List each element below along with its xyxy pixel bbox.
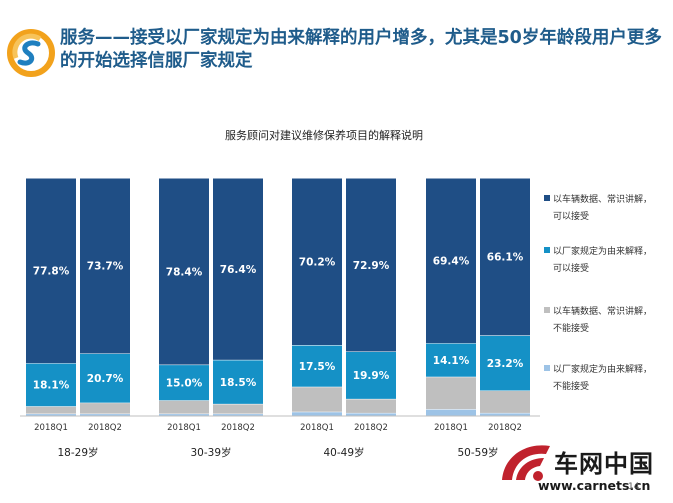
bar-segment <box>80 353 130 403</box>
legend-label-line2: 不能接受 <box>553 322 589 334</box>
x-tick-label: 2018Q2 <box>354 423 388 433</box>
bar-segment <box>213 178 263 360</box>
bar-segment <box>480 335 530 391</box>
bar-segment <box>480 390 530 413</box>
company-logo <box>7 29 55 77</box>
bar-segment <box>426 376 476 410</box>
bar-segment <box>426 178 476 344</box>
legend-label-line2: 可以接受 <box>553 262 589 274</box>
bar-segment <box>213 359 263 404</box>
bar-segment <box>292 178 342 346</box>
legend-label: 以车辆数据、常识讲解， <box>553 193 652 205</box>
bar-segment <box>159 400 209 414</box>
legend-swatch <box>544 247 550 253</box>
bar-segment <box>213 403 263 414</box>
bar-segment <box>292 345 342 387</box>
data-label: 19.9% <box>353 370 390 382</box>
legend-label: 以厂家规定为由来解释， <box>553 363 652 375</box>
group-label: 50-59岁 <box>457 446 498 459</box>
bar-segment <box>480 412 530 416</box>
bar-segment <box>213 413 263 416</box>
bar-segment <box>292 386 342 412</box>
data-label: 78.4% <box>166 266 203 278</box>
bar-segment <box>480 178 530 336</box>
bar-segment <box>346 398 396 413</box>
page-number: 14 <box>628 482 640 492</box>
data-label: 72.9% <box>353 260 390 272</box>
bar-segment <box>292 411 342 416</box>
bar-segment <box>80 402 130 414</box>
legend-label-line2: 可以接受 <box>553 210 589 222</box>
bar-segment <box>346 351 396 399</box>
data-label: 23.2% <box>487 358 524 370</box>
bar-segment <box>26 178 76 364</box>
bar-segment <box>26 363 76 407</box>
data-label: 14.1% <box>433 355 470 367</box>
data-label: 76.4% <box>220 264 257 276</box>
data-label: 15.0% <box>166 377 203 389</box>
bar-segment <box>346 412 396 416</box>
bar-segment <box>26 406 76 414</box>
data-label: 73.7% <box>87 261 124 273</box>
group-label: 40-49岁 <box>323 446 364 459</box>
bar-segment <box>346 178 396 352</box>
bar-segment <box>80 178 130 354</box>
group-label: 18-29岁 <box>57 446 98 459</box>
brand-url: www.carnets.cn <box>538 478 651 493</box>
legend-label: 以车辆数据、常识讲解， <box>553 305 652 317</box>
chart-title: 服务顾问对建议维修保养项目的解释说明 <box>225 129 423 142</box>
x-tick-label: 2018Q1 <box>34 423 68 433</box>
data-label: 69.4% <box>433 256 470 268</box>
bar-segment <box>159 413 209 416</box>
x-tick-label: 2018Q1 <box>167 423 201 433</box>
data-label: 66.1% <box>487 252 524 264</box>
legend-label: 以厂家规定为由来解释， <box>553 245 652 257</box>
x-tick-label: 2018Q1 <box>434 423 468 433</box>
bar-segment <box>26 413 76 416</box>
brand-name: 车网中国 <box>554 450 654 478</box>
legend-swatch <box>544 307 550 313</box>
brand-logo-icon <box>502 445 550 481</box>
legend-label-line2: 不能接受 <box>553 380 589 392</box>
group-label: 30-39岁 <box>190 446 231 459</box>
bar-segment <box>426 343 476 377</box>
brand-watermark: 车网中国 www.carnets.cn <box>498 438 670 500</box>
bar-segment <box>159 178 209 365</box>
data-label: 20.7% <box>87 373 124 385</box>
data-label: 17.5% <box>299 361 336 373</box>
data-label: 77.8% <box>33 266 70 278</box>
bar-segment <box>80 413 130 416</box>
data-label: 18.1% <box>33 380 70 392</box>
legend-swatch <box>544 195 550 201</box>
page-title: 服务——接受以厂家规定为由来解释的用户增多，尤其是50岁年龄段用户更多的开始选择… <box>60 28 662 71</box>
bar-segment <box>426 409 476 416</box>
x-tick-label: 2018Q1 <box>300 423 334 433</box>
x-tick-label: 2018Q2 <box>88 423 122 433</box>
data-label: 18.5% <box>220 377 257 389</box>
x-tick-label: 2018Q2 <box>221 423 255 433</box>
legend-swatch <box>544 365 550 371</box>
bar-segment <box>159 364 209 401</box>
x-tick-label: 2018Q2 <box>488 423 522 433</box>
data-label: 70.2% <box>299 257 336 269</box>
